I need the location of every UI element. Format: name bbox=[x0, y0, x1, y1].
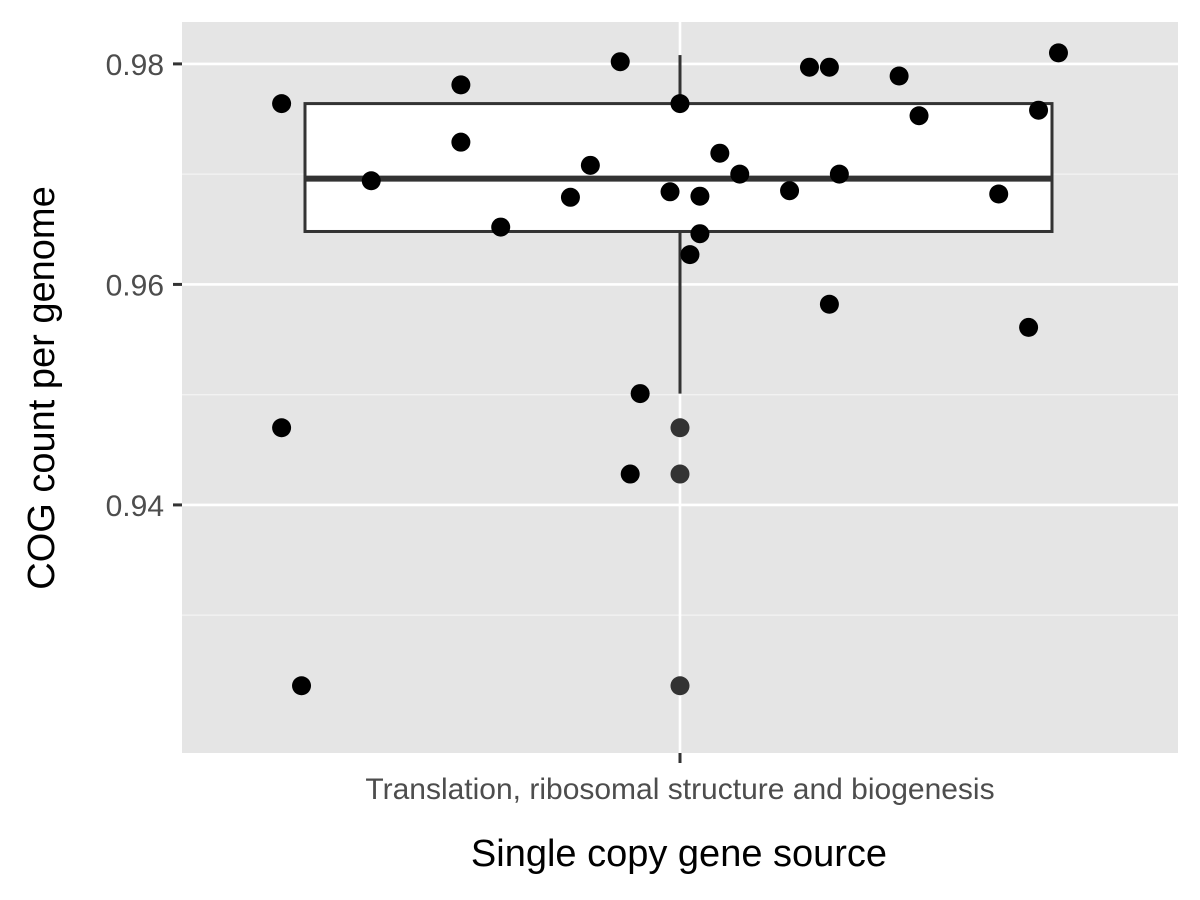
data-point bbox=[799, 57, 819, 77]
data-point bbox=[710, 143, 730, 163]
box-layer bbox=[303, 55, 1054, 696]
data-point bbox=[620, 464, 640, 484]
data-point bbox=[989, 184, 1009, 204]
iqr-box bbox=[303, 102, 1054, 233]
data-point bbox=[660, 182, 680, 202]
data-point bbox=[451, 132, 471, 152]
data-point bbox=[1029, 100, 1049, 120]
data-point bbox=[730, 164, 750, 184]
outlier-point bbox=[670, 676, 690, 696]
data-point bbox=[451, 75, 471, 95]
data-point bbox=[819, 57, 839, 77]
data-point bbox=[272, 94, 292, 114]
y-tick-label: 0.94 bbox=[106, 490, 164, 523]
data-point bbox=[690, 186, 710, 206]
data-point bbox=[829, 164, 849, 184]
data-point bbox=[630, 384, 650, 404]
data-point bbox=[1019, 317, 1039, 337]
y-tick-label: 0.98 bbox=[106, 49, 164, 82]
outlier-point bbox=[670, 464, 690, 484]
data-point bbox=[580, 155, 600, 175]
data-point bbox=[491, 217, 511, 237]
data-point bbox=[292, 676, 312, 696]
data-point bbox=[680, 245, 700, 265]
data-point bbox=[361, 171, 381, 191]
data-point bbox=[272, 418, 292, 438]
y-tick-label: 0.96 bbox=[106, 269, 164, 302]
data-point bbox=[690, 224, 710, 244]
axes: 0.94 0.96 0.98 Translation, ribosomal struc… bbox=[106, 49, 995, 806]
data-point bbox=[1048, 43, 1068, 63]
data-point bbox=[670, 94, 690, 114]
data-point bbox=[560, 187, 580, 207]
data-point bbox=[889, 66, 909, 86]
data-point bbox=[610, 52, 630, 72]
outlier-point bbox=[670, 418, 690, 438]
data-point bbox=[780, 181, 800, 201]
x-axis-title: Single copy gene source bbox=[471, 833, 887, 875]
data-point bbox=[909, 106, 929, 126]
data-point bbox=[819, 294, 839, 314]
jitter-points bbox=[272, 43, 1068, 696]
y-axis-title: COG count per genome bbox=[21, 186, 63, 589]
x-tick-label: Translation, ribosomal structure and bio… bbox=[365, 773, 994, 806]
